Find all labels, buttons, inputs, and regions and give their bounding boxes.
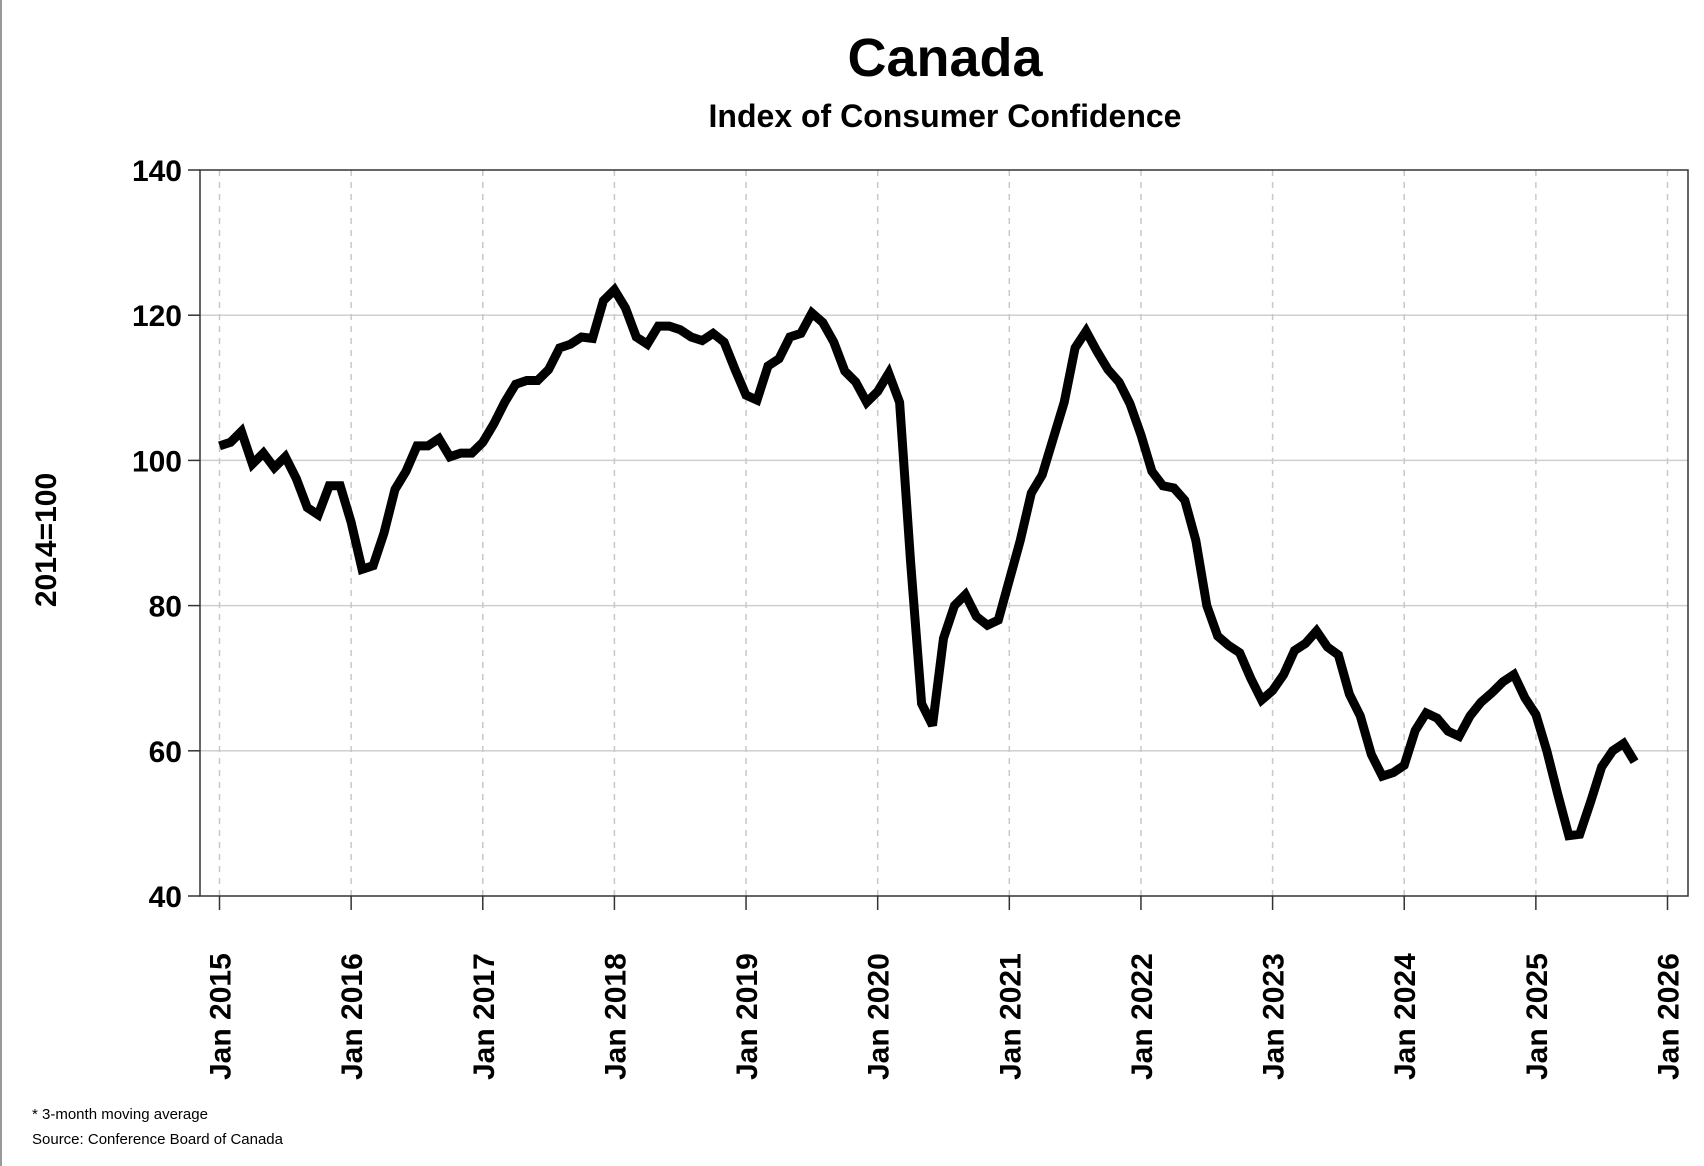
x-tick-label: Jan 2019 xyxy=(731,953,764,1080)
footnote-source: Source: Conference Board of Canada xyxy=(32,1131,284,1148)
x-tick-label: Jan 2024 xyxy=(1389,953,1422,1080)
x-axis: Jan 2015 Jan 2016 Jan 2017 Jan 2018 Jan 2019… xyxy=(205,896,1686,1080)
y-tick-label: 100 xyxy=(132,445,182,478)
footnote-moving-average: * 3-month moving average xyxy=(32,1106,208,1123)
chart-title: Canada xyxy=(847,28,1043,88)
x-tick-label: Jan 2015 xyxy=(205,953,238,1080)
x-tick-label: Jan 2016 xyxy=(336,953,369,1080)
data-points xyxy=(219,289,1635,836)
y-tick-label: 140 xyxy=(132,155,182,188)
x-tick-label: Jan 2022 xyxy=(1126,953,1159,1080)
gridlines xyxy=(200,170,1688,896)
y-tick-label: 80 xyxy=(149,591,182,624)
chart-subtitle: Index of Consumer Confidence xyxy=(709,98,1182,134)
x-tick-label: Jan 2023 xyxy=(1258,953,1291,1080)
x-tick-label: Jan 2018 xyxy=(599,953,632,1080)
y-tick-label: 40 xyxy=(149,881,182,914)
x-tick-label: Jan 2025 xyxy=(1521,953,1554,1080)
x-tick-label: Jan 2017 xyxy=(468,953,501,1080)
x-tick-label: Jan 2021 xyxy=(994,953,1027,1080)
y-tick-label: 120 xyxy=(132,300,182,333)
y-tick-label: 60 xyxy=(149,736,182,769)
x-tick-label: Jan 2020 xyxy=(863,953,896,1080)
plot-frame xyxy=(199,169,1689,897)
series-line xyxy=(218,282,1639,841)
y-axis-label: 2014=100 xyxy=(30,473,63,607)
x-tick-label: Jan 2026 xyxy=(1653,953,1686,1080)
y-axis: 40 60 80 100 120 140 xyxy=(132,155,200,914)
